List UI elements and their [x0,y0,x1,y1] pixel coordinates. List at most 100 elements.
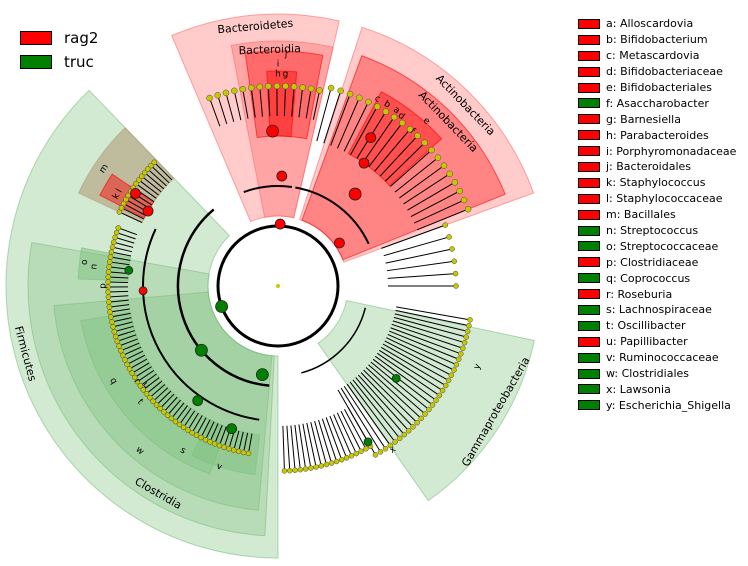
biomarker-letter-f: f [408,127,418,137]
biomarker-key-item: a: Alloscardovia [578,16,736,32]
clostridiales-edge [163,396,178,413]
proteo-b-leaf [466,322,472,329]
proteo-b-leaf [460,345,466,352]
clostridiales-leaf [115,225,122,231]
biomarker-letter-x: x [388,444,399,456]
biomarker-letter-v: v [215,462,224,473]
biomarker-letter-a: a [391,105,401,116]
tree-nodes [105,82,473,474]
biomarker-letter-r: r [131,377,142,386]
proteo-b-edge [393,316,467,338]
proteo-c-edge [318,419,333,464]
clostridiales-leaf [168,415,175,422]
proteo-b-edge [365,367,422,419]
proteo-b-edge [360,372,414,428]
clostridiales-leaf [137,383,144,389]
biomarker-label: r: Roseburia [606,287,673,301]
clostridiales-edge [238,431,244,452]
biomarker-label: y: Escherichia_Shigella [606,398,731,412]
clostridiales-leaf [176,421,183,428]
proteo-b-leaf [451,367,457,373]
proteo-b-edge [370,361,430,410]
actinobacteria-edge [407,181,456,211]
clostridiales-edge [116,232,136,240]
node-staphylococcaceae [142,205,154,217]
biomarker-label: c: Metascardovia [606,49,700,63]
proteo-c-leaf [328,460,335,466]
bacillales-edge [153,161,173,181]
proteo-b-edge [355,377,405,435]
proteo-a-leaf [453,283,459,289]
bacillales-leaf [151,159,158,166]
proteo-c-leaf [313,464,319,470]
clostridiales-edge [205,421,215,440]
biomarker-letter-p: p [99,283,109,289]
actinobacteria-leaf [451,179,459,186]
proteo-b-edge [384,340,452,376]
clostridiales-leaf [105,294,112,300]
biomarker-letter-e: e [421,116,432,127]
biomarker-key-item: o: Streptococcaceae [578,238,736,254]
clostridiales-edge [183,410,196,428]
bacillales-leaf [136,177,142,183]
actinobacteria-edge [362,116,395,163]
proteo-b-leaf [392,439,398,445]
bacillales-edge [138,179,159,196]
proteo-b-leaf [467,317,473,323]
proteo-b-leaf [377,449,384,455]
biomarker-swatch [578,18,600,29]
clostridiales-leaf [118,347,124,354]
node-clostridia [255,368,269,382]
actinobacteria-edge [410,190,460,217]
actinobacteria-leaf [406,125,414,133]
bacteroidetes-leaf [282,82,289,90]
node-escherichia [391,373,401,383]
actinobacteria-edge [323,90,342,144]
clostridiales-leaf [124,361,130,368]
bacteroidetes-leaf [290,83,298,90]
clostridiales-leaf [134,378,141,385]
proteo-a-leaf [446,234,452,240]
biomarker-key-item: c: Metascardovia [578,48,736,64]
proteo-b-edge [382,343,449,381]
clade-sector-bacteroidales [244,50,324,140]
clostridiales-leaf [105,269,112,275]
actinobacteria-leaf [428,146,435,154]
biomarker-swatch [578,304,600,315]
node-ruminococcaceae [226,423,238,435]
bacillales-leaf [133,180,139,187]
clostridiales-edge [179,407,192,425]
node-bacteroidales [266,124,279,138]
tree-edges [108,86,471,471]
proteo-b-leaf [396,435,403,442]
proteo-a-leaf [449,246,455,252]
biomarker-swatch [578,161,600,172]
clostridiales-edge [117,334,137,342]
biomarker-key-item: n: Streptococcus [578,223,736,239]
proteo-b-edge [379,349,443,391]
clostridiales-leaf [109,319,115,325]
clostridiales-edge [196,417,207,436]
bacillales-edge [150,165,170,184]
bacteroidetes-leaf [231,87,238,95]
clostridiales-leaf [216,442,223,449]
proteo-c-edge [329,415,348,458]
proteo-b-edge [394,313,468,332]
clostridiales-leaf [116,343,122,349]
clostridiales-edge [124,350,144,361]
legend-label-truc: truc [64,53,94,71]
bacteroidetes-edge [283,86,287,117]
node-bifidobacteriaceae [365,132,377,143]
bacillales-edge [121,207,145,220]
biomarker-label: g: Barnesiella [606,112,681,126]
legend-swatch-rag2 [20,31,52,45]
proteo-a-edge [381,224,446,249]
bacteroidetes-leaf [256,83,264,91]
biomarker-swatch [578,50,600,61]
biomarker-key-item: i: Porphyromonadaceae [578,143,736,159]
clostridiales-edge [115,330,135,337]
proteo-b-edge [392,320,465,344]
bacillales-leaf [138,173,145,179]
biomarker-key-item: d: Bifidobacteriaceae [578,64,736,80]
biomarker-swatch [578,225,600,236]
